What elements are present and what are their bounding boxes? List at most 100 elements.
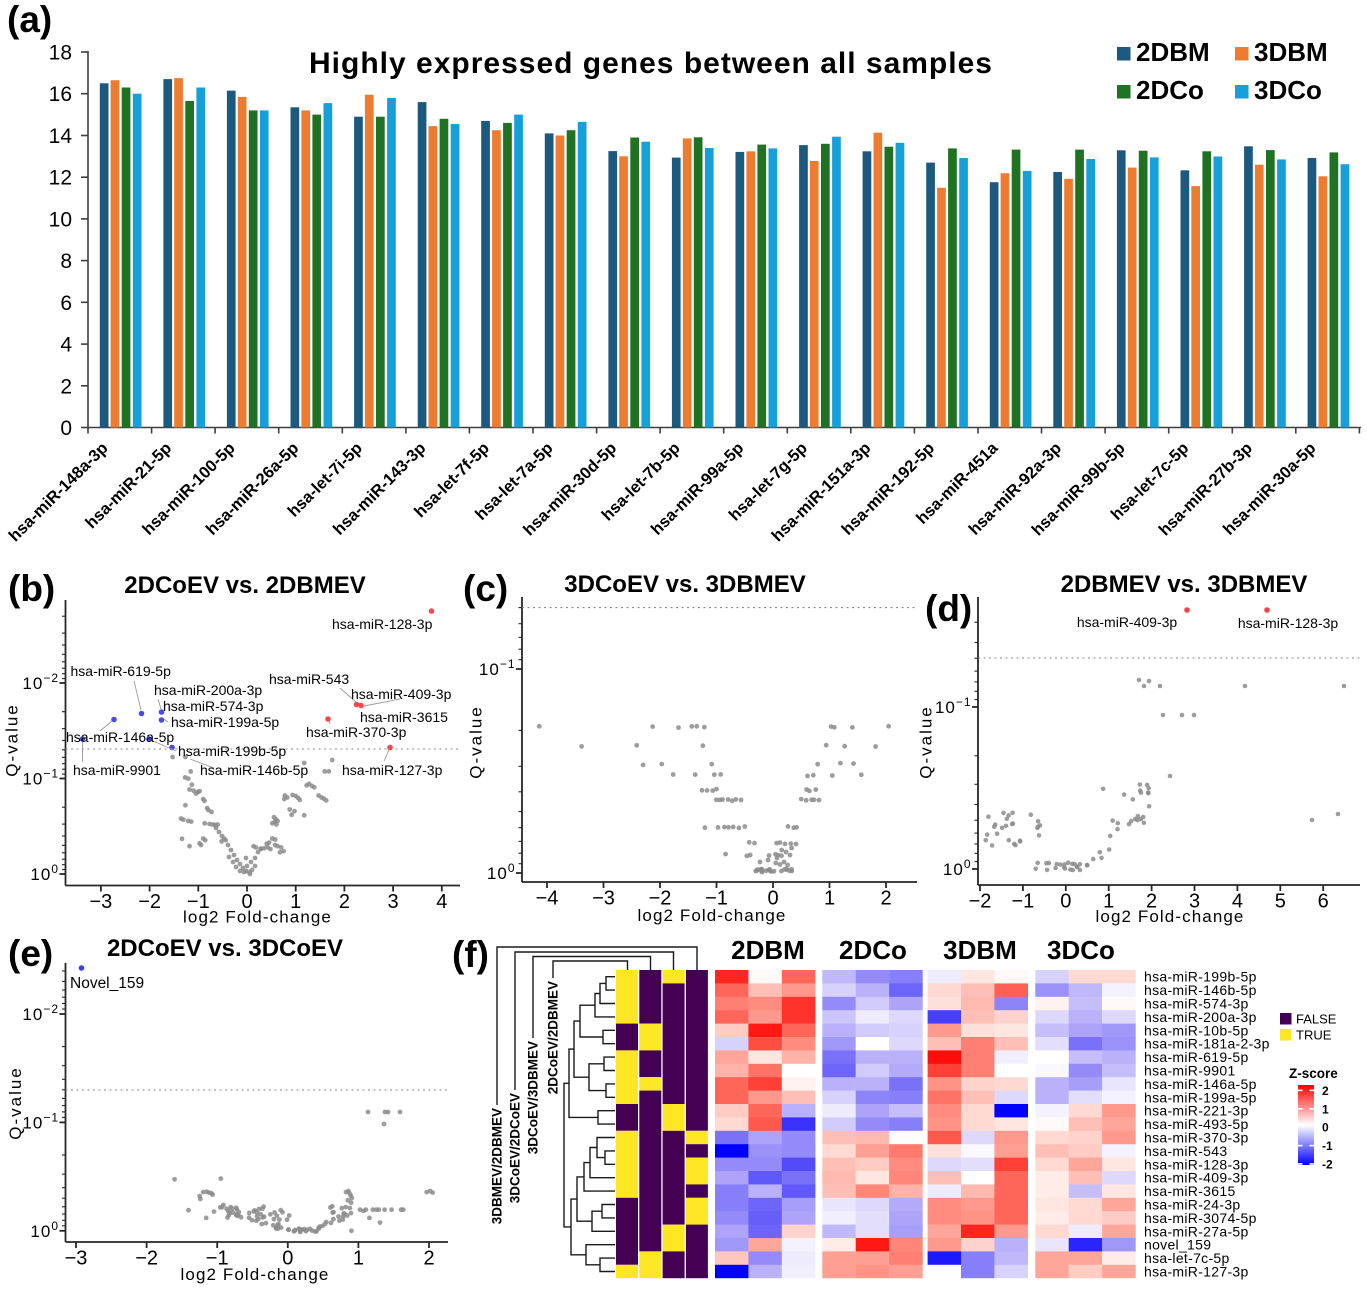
svg-text:hsa-miR-200a-3p: hsa-miR-200a-3p: [154, 682, 262, 698]
svg-text:hsa-miR-199b-5p: hsa-miR-199b-5p: [178, 743, 286, 759]
svg-text:−1: −1: [705, 888, 728, 910]
svg-text:1: 1: [290, 891, 301, 913]
svg-text:1: 1: [353, 1248, 364, 1270]
svg-text:0: 0: [1322, 1121, 1329, 1135]
svg-text:-1: -1: [1322, 1139, 1333, 1153]
svg-text:hsa-miR-127-3p: hsa-miR-127-3p: [342, 762, 443, 778]
svg-text:(b): (b): [8, 568, 55, 609]
svg-text:hsa-miR-9901: hsa-miR-9901: [1144, 1063, 1236, 1079]
svg-text:−2: −2: [135, 1248, 158, 1270]
svg-text:hsa-miR-3074-5p: hsa-miR-3074-5p: [1144, 1210, 1257, 1226]
svg-text:3DCoEV/3DBMEV: 3DCoEV/3DBMEV: [526, 1041, 541, 1154]
svg-text:3: 3: [1189, 891, 1200, 913]
svg-text:hsa-miR-199a-5p: hsa-miR-199a-5p: [171, 714, 279, 730]
svg-text:3DBM: 3DBM: [943, 935, 1017, 965]
svg-text:Q-value: Q-value: [3, 703, 22, 777]
svg-text:−2: −2: [138, 891, 161, 913]
svg-text:−3: −3: [592, 888, 615, 910]
svg-text:−1: −1: [187, 891, 210, 913]
svg-text:100: 100: [943, 857, 972, 879]
svg-text:3DCo: 3DCo: [1254, 75, 1322, 105]
svg-text:2DCoEV vs. 2DBMEV: 2DCoEV vs. 2DBMEV: [124, 572, 365, 599]
svg-text:hsa-miR-493-5p: hsa-miR-493-5p: [1144, 1116, 1249, 1132]
svg-text:hsa-miR-127-3p: hsa-miR-127-3p: [1144, 1264, 1249, 1280]
svg-text:hsa-miR-27a-5p: hsa-miR-27a-5p: [1144, 1223, 1249, 1239]
svg-text:2: 2: [880, 888, 891, 910]
svg-text:Q-value: Q-value: [6, 1066, 25, 1140]
svg-text:hsa-miR-370-3p: hsa-miR-370-3p: [1144, 1130, 1249, 1146]
svg-text:Q-value: Q-value: [467, 705, 486, 779]
svg-text:log2 Fold-change: log2 Fold-change: [183, 908, 332, 927]
svg-text:Novel_159: Novel_159: [70, 975, 144, 992]
svg-text:hsa-miR-146a-5p: hsa-miR-146a-5p: [1144, 1076, 1257, 1092]
svg-text:6: 6: [1318, 891, 1329, 913]
svg-text:(d): (d): [925, 588, 972, 629]
svg-text:hsa-miR-128-3p: hsa-miR-128-3p: [1144, 1156, 1249, 1172]
svg-text:hsa-miR-409-3p: hsa-miR-409-3p: [1077, 614, 1178, 630]
svg-text:log2 Fold-change: log2 Fold-change: [638, 906, 787, 925]
svg-text:−2: −2: [969, 891, 992, 913]
svg-text:hsa-miR-181a-2-3p: hsa-miR-181a-2-3p: [1144, 1036, 1270, 1052]
svg-text:hsa-let-7c-5p: hsa-let-7c-5p: [1144, 1250, 1230, 1266]
svg-text:(f): (f): [452, 934, 489, 975]
svg-text:2: 2: [1146, 891, 1157, 913]
svg-text:100: 100: [30, 862, 59, 884]
svg-text:log2 Fold-change: log2 Fold-change: [181, 1265, 330, 1284]
svg-text:2: 2: [1322, 1084, 1329, 1098]
svg-text:100: 100: [30, 1219, 59, 1241]
svg-text:2DBM: 2DBM: [731, 935, 805, 965]
svg-text:2: 2: [423, 1248, 434, 1270]
svg-text:(a): (a): [7, 0, 52, 40]
svg-text:3DBM: 3DBM: [1254, 37, 1328, 67]
svg-text:12: 12: [49, 167, 72, 190]
svg-text:hsa-miR-24-3p: hsa-miR-24-3p: [1144, 1197, 1241, 1213]
svg-text:hsa-miR-619-5p: hsa-miR-619-5p: [71, 663, 172, 679]
svg-text:hsa-miR-574-3p: hsa-miR-574-3p: [1144, 996, 1249, 1012]
svg-text:0: 0: [241, 891, 252, 913]
svg-text:2DBM: 2DBM: [1136, 37, 1210, 67]
svg-text:5: 5: [1275, 891, 1286, 913]
svg-text:4: 4: [436, 891, 447, 913]
svg-text:2: 2: [339, 891, 350, 913]
svg-text:hsa-miR-409-3p: hsa-miR-409-3p: [351, 686, 452, 702]
svg-text:hsa-miR-221-3p: hsa-miR-221-3p: [1144, 1103, 1249, 1119]
svg-text:18: 18: [49, 42, 72, 65]
svg-text:14: 14: [49, 125, 73, 148]
svg-text:hsa-miR-3615: hsa-miR-3615: [360, 709, 448, 725]
svg-text:0: 0: [60, 417, 72, 440]
svg-text:1: 1: [824, 888, 835, 910]
svg-text:6: 6: [60, 292, 72, 315]
svg-text:hsa-miR-128-3p: hsa-miR-128-3p: [1238, 615, 1339, 631]
svg-text:hsa-miR-370-3p: hsa-miR-370-3p: [306, 724, 407, 740]
svg-text:−3: −3: [65, 1248, 88, 1270]
svg-text:novel_159: novel_159: [1144, 1237, 1211, 1253]
svg-text:Highly expressed genes between: Highly expressed genes between all sampl…: [309, 47, 993, 80]
svg-text:−1: −1: [1011, 891, 1034, 913]
svg-text:3: 3: [388, 891, 399, 913]
svg-text:hsa-miR-3615: hsa-miR-3615: [1144, 1183, 1236, 1199]
svg-text:4: 4: [60, 334, 72, 357]
svg-text:16: 16: [49, 83, 72, 106]
svg-text:hsa-miR-574-3p: hsa-miR-574-3p: [163, 698, 264, 714]
svg-text:8: 8: [60, 250, 72, 273]
svg-text:hsa-miR-619-5p: hsa-miR-619-5p: [1144, 1049, 1249, 1065]
svg-text:2DBMEV vs. 3DBMEV: 2DBMEV vs. 3DBMEV: [1061, 571, 1308, 598]
svg-text:Z-score: Z-score: [1289, 1066, 1338, 1081]
svg-text:0: 0: [282, 1248, 293, 1270]
svg-text:3DCo: 3DCo: [1047, 935, 1115, 965]
svg-text:10: 10: [49, 208, 72, 231]
svg-text:3DBMEV/2DBMEV: 3DBMEV/2DBMEV: [490, 1108, 505, 1224]
svg-text:−3: −3: [89, 891, 112, 913]
svg-text:100: 100: [487, 861, 516, 883]
svg-text:2DCo: 2DCo: [839, 935, 907, 965]
svg-text:log2 Fold-change: log2 Fold-change: [1096, 907, 1245, 926]
svg-text:0: 0: [1060, 891, 1071, 913]
svg-text:hsa-miR-199b-5p: hsa-miR-199b-5p: [1144, 969, 1257, 985]
svg-text:1: 1: [1322, 1102, 1329, 1116]
svg-text:4: 4: [1232, 891, 1243, 913]
svg-text:TRUE: TRUE: [1296, 1028, 1332, 1043]
svg-text:-2: -2: [1322, 1158, 1333, 1172]
svg-text:hsa-miR-146b-5p: hsa-miR-146b-5p: [200, 762, 308, 778]
svg-text:−1: −1: [206, 1248, 229, 1270]
svg-text:hsa-miR-146b-5p: hsa-miR-146b-5p: [1144, 982, 1257, 998]
